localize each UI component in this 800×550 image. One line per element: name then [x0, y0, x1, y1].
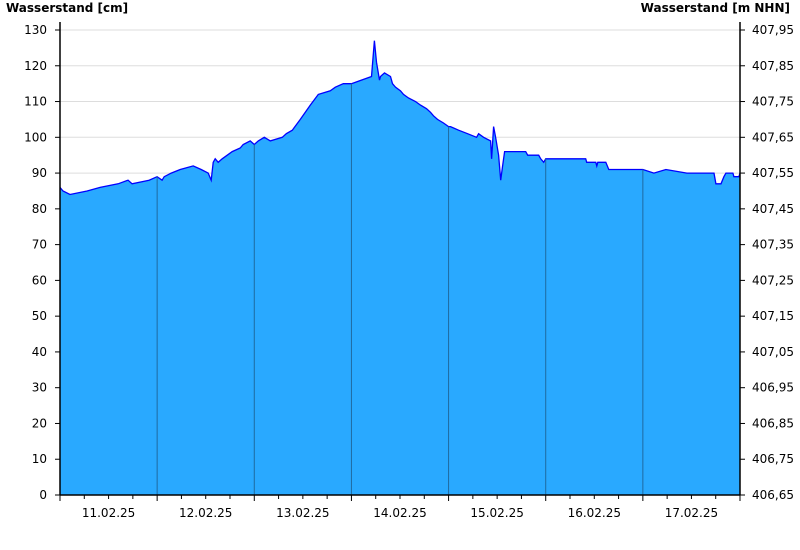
y-tick-label: 80 — [32, 202, 47, 216]
y-tick-label: 70 — [32, 238, 47, 252]
y-tick-label-right: 407,25 — [752, 273, 794, 287]
x-tick-label: 16.02.25 — [568, 506, 621, 520]
y-tick-label-right: 407,55 — [752, 166, 794, 180]
y-tick-label: 0 — [39, 488, 47, 502]
y-tick-label: 110 — [24, 95, 47, 109]
y-tick-label-right: 406,95 — [752, 381, 794, 395]
y-tick-label: 120 — [24, 59, 47, 73]
y-tick-label: 90 — [32, 166, 47, 180]
x-tick-label: 17.02.25 — [665, 506, 718, 520]
y-tick-label-right: 407,65 — [752, 130, 794, 144]
y-tick-label: 50 — [32, 309, 47, 323]
y-tick-label: 40 — [32, 345, 47, 359]
water-level-area — [60, 40, 740, 495]
y-tick-label-right: 407,95 — [752, 23, 794, 37]
y-tick-label: 130 — [24, 23, 47, 37]
y-tick-label-right: 407,05 — [752, 345, 794, 359]
y-tick-label-right: 406,65 — [752, 488, 794, 502]
y-tick-label: 100 — [24, 130, 47, 144]
y-tick-label-right: 407,35 — [752, 238, 794, 252]
y-tick-label: 20 — [32, 416, 47, 430]
y-tick-label-right: 406,75 — [752, 452, 794, 466]
x-tick-label: 11.02.25 — [82, 506, 135, 520]
y-tick-label-right: 406,85 — [752, 416, 794, 430]
y-tick-label: 30 — [32, 381, 47, 395]
x-tick-label: 13.02.25 — [276, 506, 329, 520]
x-tick-label: 15.02.25 — [470, 506, 523, 520]
left-axis-title: Wasserstand [cm] — [6, 1, 129, 15]
x-tick-label: 12.02.25 — [179, 506, 232, 520]
y-tick-label-right: 407,15 — [752, 309, 794, 323]
y-tick-label: 60 — [32, 273, 47, 287]
y-tick-label-right: 407,85 — [752, 59, 794, 73]
y-tick-label-right: 407,75 — [752, 95, 794, 109]
y-tick-label-right: 407,45 — [752, 202, 794, 216]
water-level-line — [59, 40, 741, 196]
y-tick-label: 10 — [32, 452, 47, 466]
right-axis-title: Wasserstand [m NHN] — [640, 1, 790, 15]
x-tick-label: 14.02.25 — [373, 506, 426, 520]
